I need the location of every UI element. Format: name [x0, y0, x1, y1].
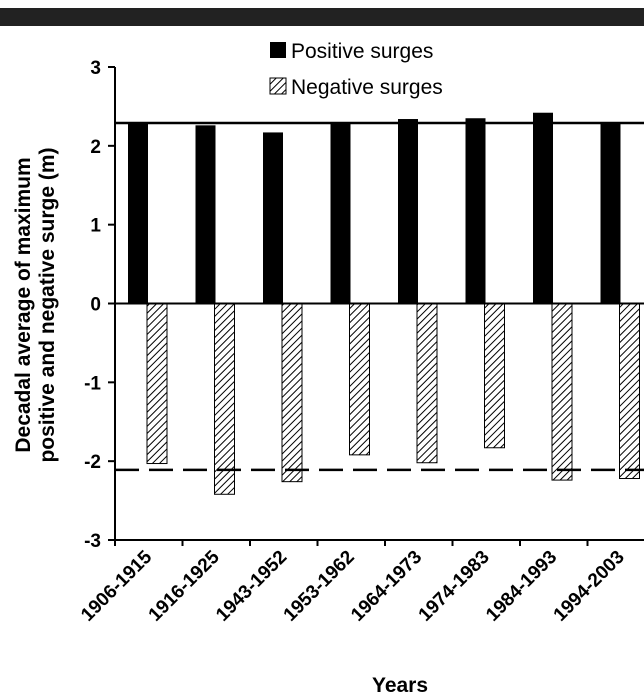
y-axis-title-line: positive and negative surge (m)	[36, 147, 59, 462]
positive-surge-bar	[533, 112, 553, 304]
legend-label-positive: Positive surges	[291, 40, 433, 63]
y-tick-label: 2	[90, 137, 101, 158]
negative-surge-bar	[214, 303, 235, 495]
y-tick-label: 1	[90, 216, 101, 237]
positive-surge-bar	[263, 132, 283, 304]
x-tick-label: 1953-1962	[280, 547, 359, 626]
legend-label-negative: Negative surges	[291, 76, 443, 99]
y-axis-title-line: Decadal average of maximum	[12, 157, 35, 452]
positive-surge-bar	[330, 122, 351, 304]
y-tick-label: -3	[84, 531, 101, 552]
y-tick-label: 0	[90, 295, 101, 316]
negative-surge-bar	[551, 303, 573, 481]
negative-surge-bar	[484, 303, 505, 449]
negative-surge-bar	[281, 303, 303, 483]
y-tick-label: 3	[90, 58, 101, 79]
x-tick-label: 1964-1973	[347, 547, 426, 626]
x-tick-label: 1994-2003	[550, 547, 629, 626]
positive-surge-bar	[398, 119, 418, 304]
top-dark-bar	[0, 8, 644, 26]
negative-surge-bar	[416, 303, 438, 464]
x-tick-label: 1984-1993	[482, 547, 561, 626]
x-tick-label: 1974-1983	[415, 547, 494, 626]
x-axis-title: Years	[372, 674, 428, 697]
y-tick-label: -1	[84, 373, 101, 394]
legend-swatch-positive	[270, 42, 286, 58]
positive-surge-bar	[128, 123, 148, 304]
positive-surge-bar	[600, 123, 621, 304]
x-tick-label: 1906-1915	[77, 546, 156, 625]
y-axis-title: Decadal average of maximumpositive and n…	[12, 147, 59, 462]
negative-surge-bar	[146, 303, 168, 465]
negative-surge-bar	[349, 303, 370, 456]
negative-surge-bar	[619, 303, 640, 480]
positive-surge-bar	[465, 118, 486, 304]
y-tick-label: -2	[84, 452, 101, 473]
legend-swatch-negative	[269, 77, 287, 95]
x-tick-label: 1943-1952	[212, 547, 291, 626]
positive-surge-bar	[195, 125, 216, 304]
x-tick-label: 1916-1925	[145, 546, 224, 625]
